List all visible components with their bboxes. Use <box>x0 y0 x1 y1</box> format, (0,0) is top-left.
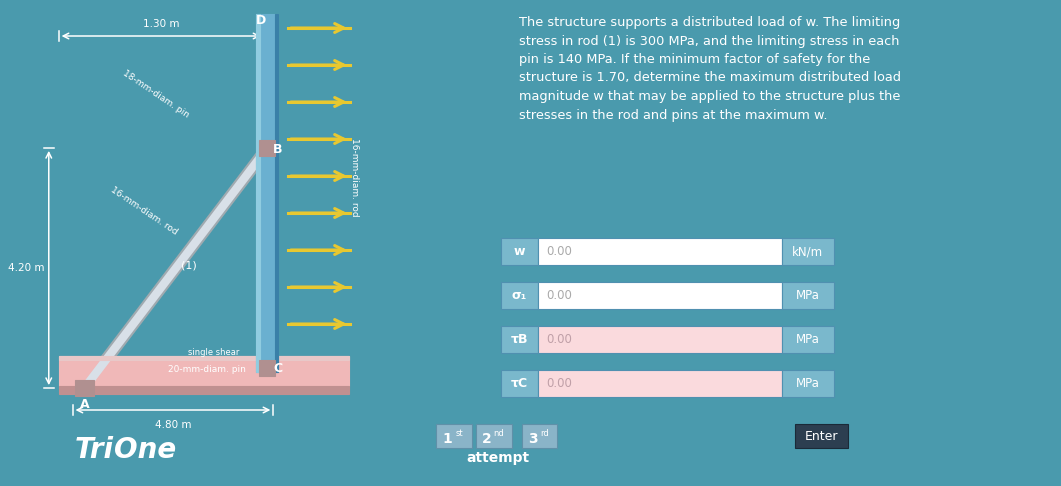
Text: 0.00: 0.00 <box>546 377 572 390</box>
FancyBboxPatch shape <box>476 424 511 448</box>
FancyBboxPatch shape <box>782 370 834 397</box>
FancyBboxPatch shape <box>74 380 94 396</box>
Text: st: st <box>455 429 463 437</box>
Text: A: A <box>80 398 89 411</box>
FancyBboxPatch shape <box>539 282 782 309</box>
FancyBboxPatch shape <box>782 326 834 353</box>
FancyBboxPatch shape <box>257 14 260 372</box>
FancyBboxPatch shape <box>501 238 539 265</box>
Text: 2: 2 <box>482 432 491 446</box>
Text: (1): (1) <box>180 260 196 270</box>
Text: MPa: MPa <box>796 333 820 346</box>
FancyBboxPatch shape <box>539 238 782 265</box>
Text: 1: 1 <box>442 432 452 446</box>
Text: 0.00: 0.00 <box>546 245 572 258</box>
Text: D: D <box>256 14 265 27</box>
FancyBboxPatch shape <box>259 140 275 156</box>
FancyBboxPatch shape <box>257 14 278 372</box>
Text: 16-mm-diam. rod: 16-mm-diam. rod <box>350 139 360 217</box>
FancyBboxPatch shape <box>501 370 539 397</box>
FancyBboxPatch shape <box>436 424 472 448</box>
Text: The structure supports a distributed load of w. The limiting
stress in rod (1) i: The structure supports a distributed loa… <box>519 16 901 122</box>
FancyBboxPatch shape <box>782 238 834 265</box>
Text: nd: nd <box>493 429 504 437</box>
FancyBboxPatch shape <box>501 282 539 309</box>
FancyBboxPatch shape <box>58 386 349 394</box>
FancyBboxPatch shape <box>58 356 349 360</box>
Text: 16-mm-diam. rod: 16-mm-diam. rod <box>109 186 179 237</box>
FancyBboxPatch shape <box>782 282 834 309</box>
FancyBboxPatch shape <box>795 424 849 448</box>
FancyBboxPatch shape <box>539 326 782 353</box>
FancyBboxPatch shape <box>259 360 275 376</box>
Text: 0.00: 0.00 <box>546 333 572 346</box>
Text: 18-mm-diam. pin: 18-mm-diam. pin <box>121 69 191 120</box>
Text: C: C <box>274 362 282 375</box>
Text: attempt: attempt <box>466 451 529 465</box>
Text: w: w <box>514 245 525 258</box>
Text: Tri: Tri <box>74 436 114 464</box>
Text: One: One <box>115 436 176 464</box>
Text: 4.20 m: 4.20 m <box>8 263 45 273</box>
FancyBboxPatch shape <box>501 326 539 353</box>
Text: 1.30 m: 1.30 m <box>143 19 179 29</box>
Text: rd: rd <box>540 429 549 437</box>
Text: B: B <box>274 143 283 156</box>
Text: MPa: MPa <box>796 377 820 390</box>
Text: MPa: MPa <box>796 289 820 302</box>
FancyBboxPatch shape <box>539 370 782 397</box>
Text: kN/m: kN/m <box>793 245 823 258</box>
Text: single shear: single shear <box>188 348 239 357</box>
Text: σ₁: σ₁ <box>512 289 527 302</box>
Text: 0.00: 0.00 <box>546 289 572 302</box>
Text: 20-mm-diam. pin: 20-mm-diam. pin <box>168 365 246 374</box>
Text: Enter: Enter <box>805 430 838 442</box>
Text: τC: τC <box>511 377 528 390</box>
Text: 3: 3 <box>527 432 537 446</box>
Text: 4.80 m: 4.80 m <box>155 420 191 430</box>
FancyBboxPatch shape <box>522 424 557 448</box>
Text: τB: τB <box>510 333 528 346</box>
FancyBboxPatch shape <box>58 356 349 386</box>
FancyBboxPatch shape <box>275 14 278 372</box>
